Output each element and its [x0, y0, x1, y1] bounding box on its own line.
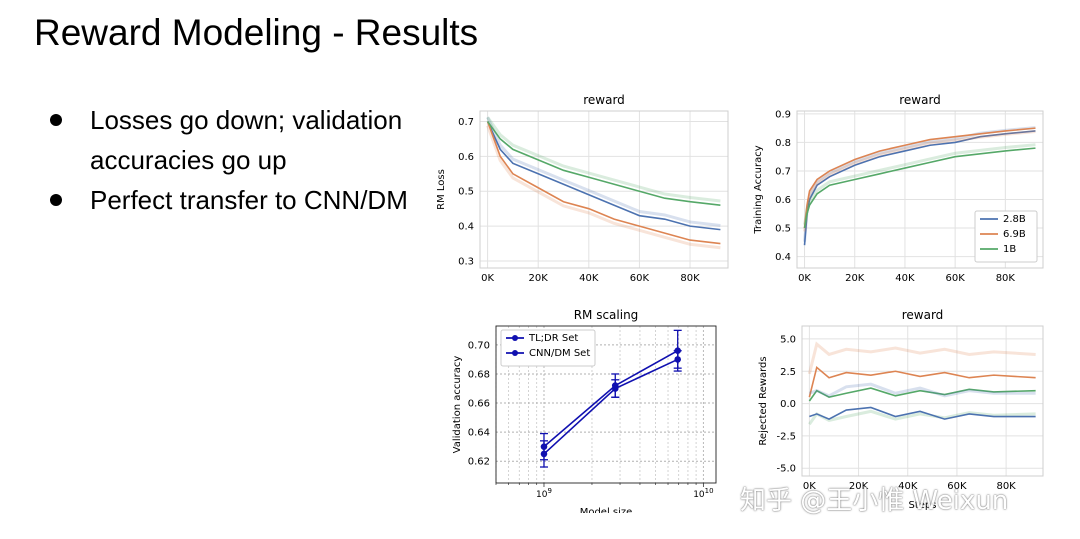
series-line: [803, 147, 1036, 229]
y-tick-label: 0.4: [458, 222, 474, 233]
x-tick-label: 60K: [630, 273, 650, 284]
rejected-rewards-chart: reward 0K 20K 40K 60K 80K -5.0 -2.5 0.0 2.5 5.0 Rej…: [758, 308, 1044, 511]
x-tick-label: 60K: [945, 273, 965, 284]
bullet-dot: [50, 194, 62, 206]
legend-label: CNN/DM Set: [529, 348, 590, 359]
y-tick-label: 0.4: [775, 252, 791, 263]
x-tick-label: 20K: [529, 273, 549, 284]
x-tick-label: 80K: [996, 273, 1016, 284]
y-tick-label: 0.6: [775, 195, 791, 206]
series-band: [808, 409, 1036, 426]
x-tick-label: 0K: [803, 481, 816, 492]
bullet-text: Perfect transfer to CNN/DM: [90, 185, 408, 215]
legend-marker: [512, 335, 518, 341]
y-tick-label: 0.7: [775, 166, 791, 177]
series-line: [486, 121, 721, 245]
x-tick-label: 60K: [947, 481, 967, 492]
x-tick-label: 20K: [849, 481, 869, 492]
plot-frame: [801, 325, 1044, 477]
chart-title: reward: [902, 308, 944, 322]
series-band: [807, 341, 1036, 375]
y-tick-label: 0.0: [780, 399, 796, 410]
legend-label: 2.8B: [1003, 214, 1026, 225]
y-axis-label: RM Loss: [436, 169, 447, 210]
series-line: [486, 120, 721, 206]
bullet-item: Perfect transfer to CNN/DM: [50, 180, 410, 220]
y-tick-label: 0.68: [468, 369, 490, 380]
series-line: [809, 406, 1036, 420]
plot-frame: [479, 110, 729, 269]
x-axis-label: Model size: [580, 507, 633, 513]
rm-scaling-chart: RM scaling 109 1010 0.62 0.64 0.66 0.68 0.70 Val…: [452, 308, 717, 513]
series-band: [486, 116, 721, 227]
y-tick-label: 5.0: [780, 334, 796, 345]
x-tick-label: 0K: [798, 273, 811, 284]
series-band: [486, 116, 721, 203]
x-tick-label: 40K: [895, 273, 915, 284]
chart-title: reward: [899, 93, 941, 107]
data-point: [540, 450, 548, 458]
y-tick-label: 0.62: [468, 457, 490, 468]
legend-label: 1B: [1003, 244, 1016, 255]
y-tick-label: 2.5: [780, 367, 796, 378]
legend-label: 6.9B: [1003, 229, 1026, 240]
legend-label: TL;DR Set: [528, 333, 578, 344]
y-tick-label: 0.3: [458, 257, 474, 268]
series-line: [803, 130, 1036, 246]
x-tick-label: 109: [536, 487, 552, 500]
plot-frame: [495, 325, 717, 484]
x-tick-label: 20K: [845, 273, 865, 284]
bullet-text: Losses go down; validation accuracies go…: [90, 105, 403, 175]
bullet-list: Losses go down; validation accuracies go…: [50, 100, 410, 220]
y-tick-label: -2.5: [776, 431, 796, 442]
x-tick-label: 80K: [680, 273, 700, 284]
rm-loss-chart: reward 0K 20K 40K 60K 80K 0.3 0.4 0.5 0.6 0.7 RM Lo…: [436, 93, 729, 284]
y-tick-label: 0.5: [458, 187, 474, 198]
x-tick-label: 40K: [579, 273, 599, 284]
x-tick-label: 40K: [898, 481, 918, 492]
legend-box: [500, 329, 596, 367]
y-tick-label: 0.5: [775, 224, 791, 235]
series-line: [803, 127, 1036, 229]
y-tick-label: 0.7: [458, 117, 474, 128]
y-axis-label: Training Accuracy: [753, 145, 764, 234]
slide-title: Reward Modeling - Results: [34, 12, 479, 53]
y-tick-label: 0.64: [468, 428, 490, 439]
y-tick-label: 0.9: [775, 109, 791, 120]
watermark-text: 知乎 @王小惟 Weixun: [740, 486, 1009, 516]
data-point: [674, 356, 681, 363]
x-tick-label: 0K: [481, 273, 494, 284]
chart-title: reward: [583, 93, 625, 107]
series-line: [486, 121, 721, 231]
series-band: [808, 382, 1036, 398]
series-band: [803, 143, 1036, 225]
x-tick-label: 80K: [996, 481, 1016, 492]
plot-frame: [796, 110, 1044, 269]
y-tick-label: 0.8: [775, 138, 791, 149]
y-tick-label: -5.0: [776, 464, 796, 475]
y-axis-label: Validation accuracy: [452, 356, 463, 454]
training-accuracy-chart: reward 0K 20K 40K 60K 80K 0.4 0.5 0.6 0.7 0.8 0.9 Tr…: [753, 93, 1044, 284]
series-line: [808, 387, 1036, 402]
y-tick-label: 0.6: [458, 152, 474, 163]
chart-title: RM scaling: [574, 308, 639, 322]
y-tick-label: 0.70: [468, 340, 490, 351]
y-tick-label: 0.66: [468, 399, 490, 410]
legend-marker: [512, 350, 518, 356]
x-axis-label: Steps: [909, 500, 937, 511]
series-band: [486, 125, 721, 250]
y-axis-label: Rejected Rewards: [758, 356, 769, 445]
bullet-dot: [50, 114, 62, 126]
data-point: [611, 385, 619, 392]
series-line: [808, 365, 1036, 398]
x-tick-label: 1010: [693, 487, 713, 500]
bullet-item: Losses go down; validation accuracies go…: [50, 100, 410, 180]
